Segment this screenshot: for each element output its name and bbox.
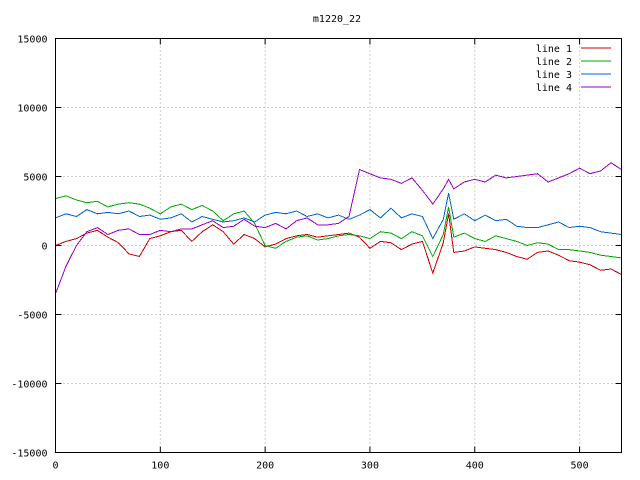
x-tick-label: 100	[151, 461, 169, 472]
x-tick-label: 200	[256, 461, 274, 472]
series-line-4	[55, 162, 622, 294]
legend-label: line 2	[536, 57, 572, 68]
x-tick-label: 500	[571, 461, 589, 472]
series-line-3	[55, 193, 622, 240]
x-tick-label: 300	[361, 461, 379, 472]
chart-title: m1220_22	[313, 14, 361, 25]
legend: line 1 line 2 line 3 line 4	[536, 44, 611, 94]
y-tick-labels: -15000 -10000 -5000 0 5000 10000 15000	[11, 35, 47, 460]
y-tick-label: -10000	[11, 380, 47, 391]
x-tick-label: 400	[466, 461, 484, 472]
series-line-2	[55, 195, 622, 259]
x-tick-label: 0	[52, 461, 58, 472]
plot-frame	[55, 38, 622, 453]
legend-label: line 4	[536, 83, 572, 94]
y-tick-label: 15000	[17, 35, 47, 46]
y-tick-label: 0	[41, 242, 47, 253]
grid-lines	[55, 38, 622, 453]
legend-label: line 3	[536, 70, 572, 81]
legend-label: line 1	[536, 44, 572, 55]
x-tick-labels: 0 100 200 300 400 500	[52, 461, 588, 472]
y-tick-label: 5000	[23, 173, 47, 184]
y-tick-label: -15000	[11, 449, 47, 460]
y-tick-label: -5000	[17, 311, 47, 322]
y-tick-label: 10000	[17, 104, 47, 115]
series-line-1	[55, 213, 622, 275]
series-lines	[55, 162, 622, 294]
